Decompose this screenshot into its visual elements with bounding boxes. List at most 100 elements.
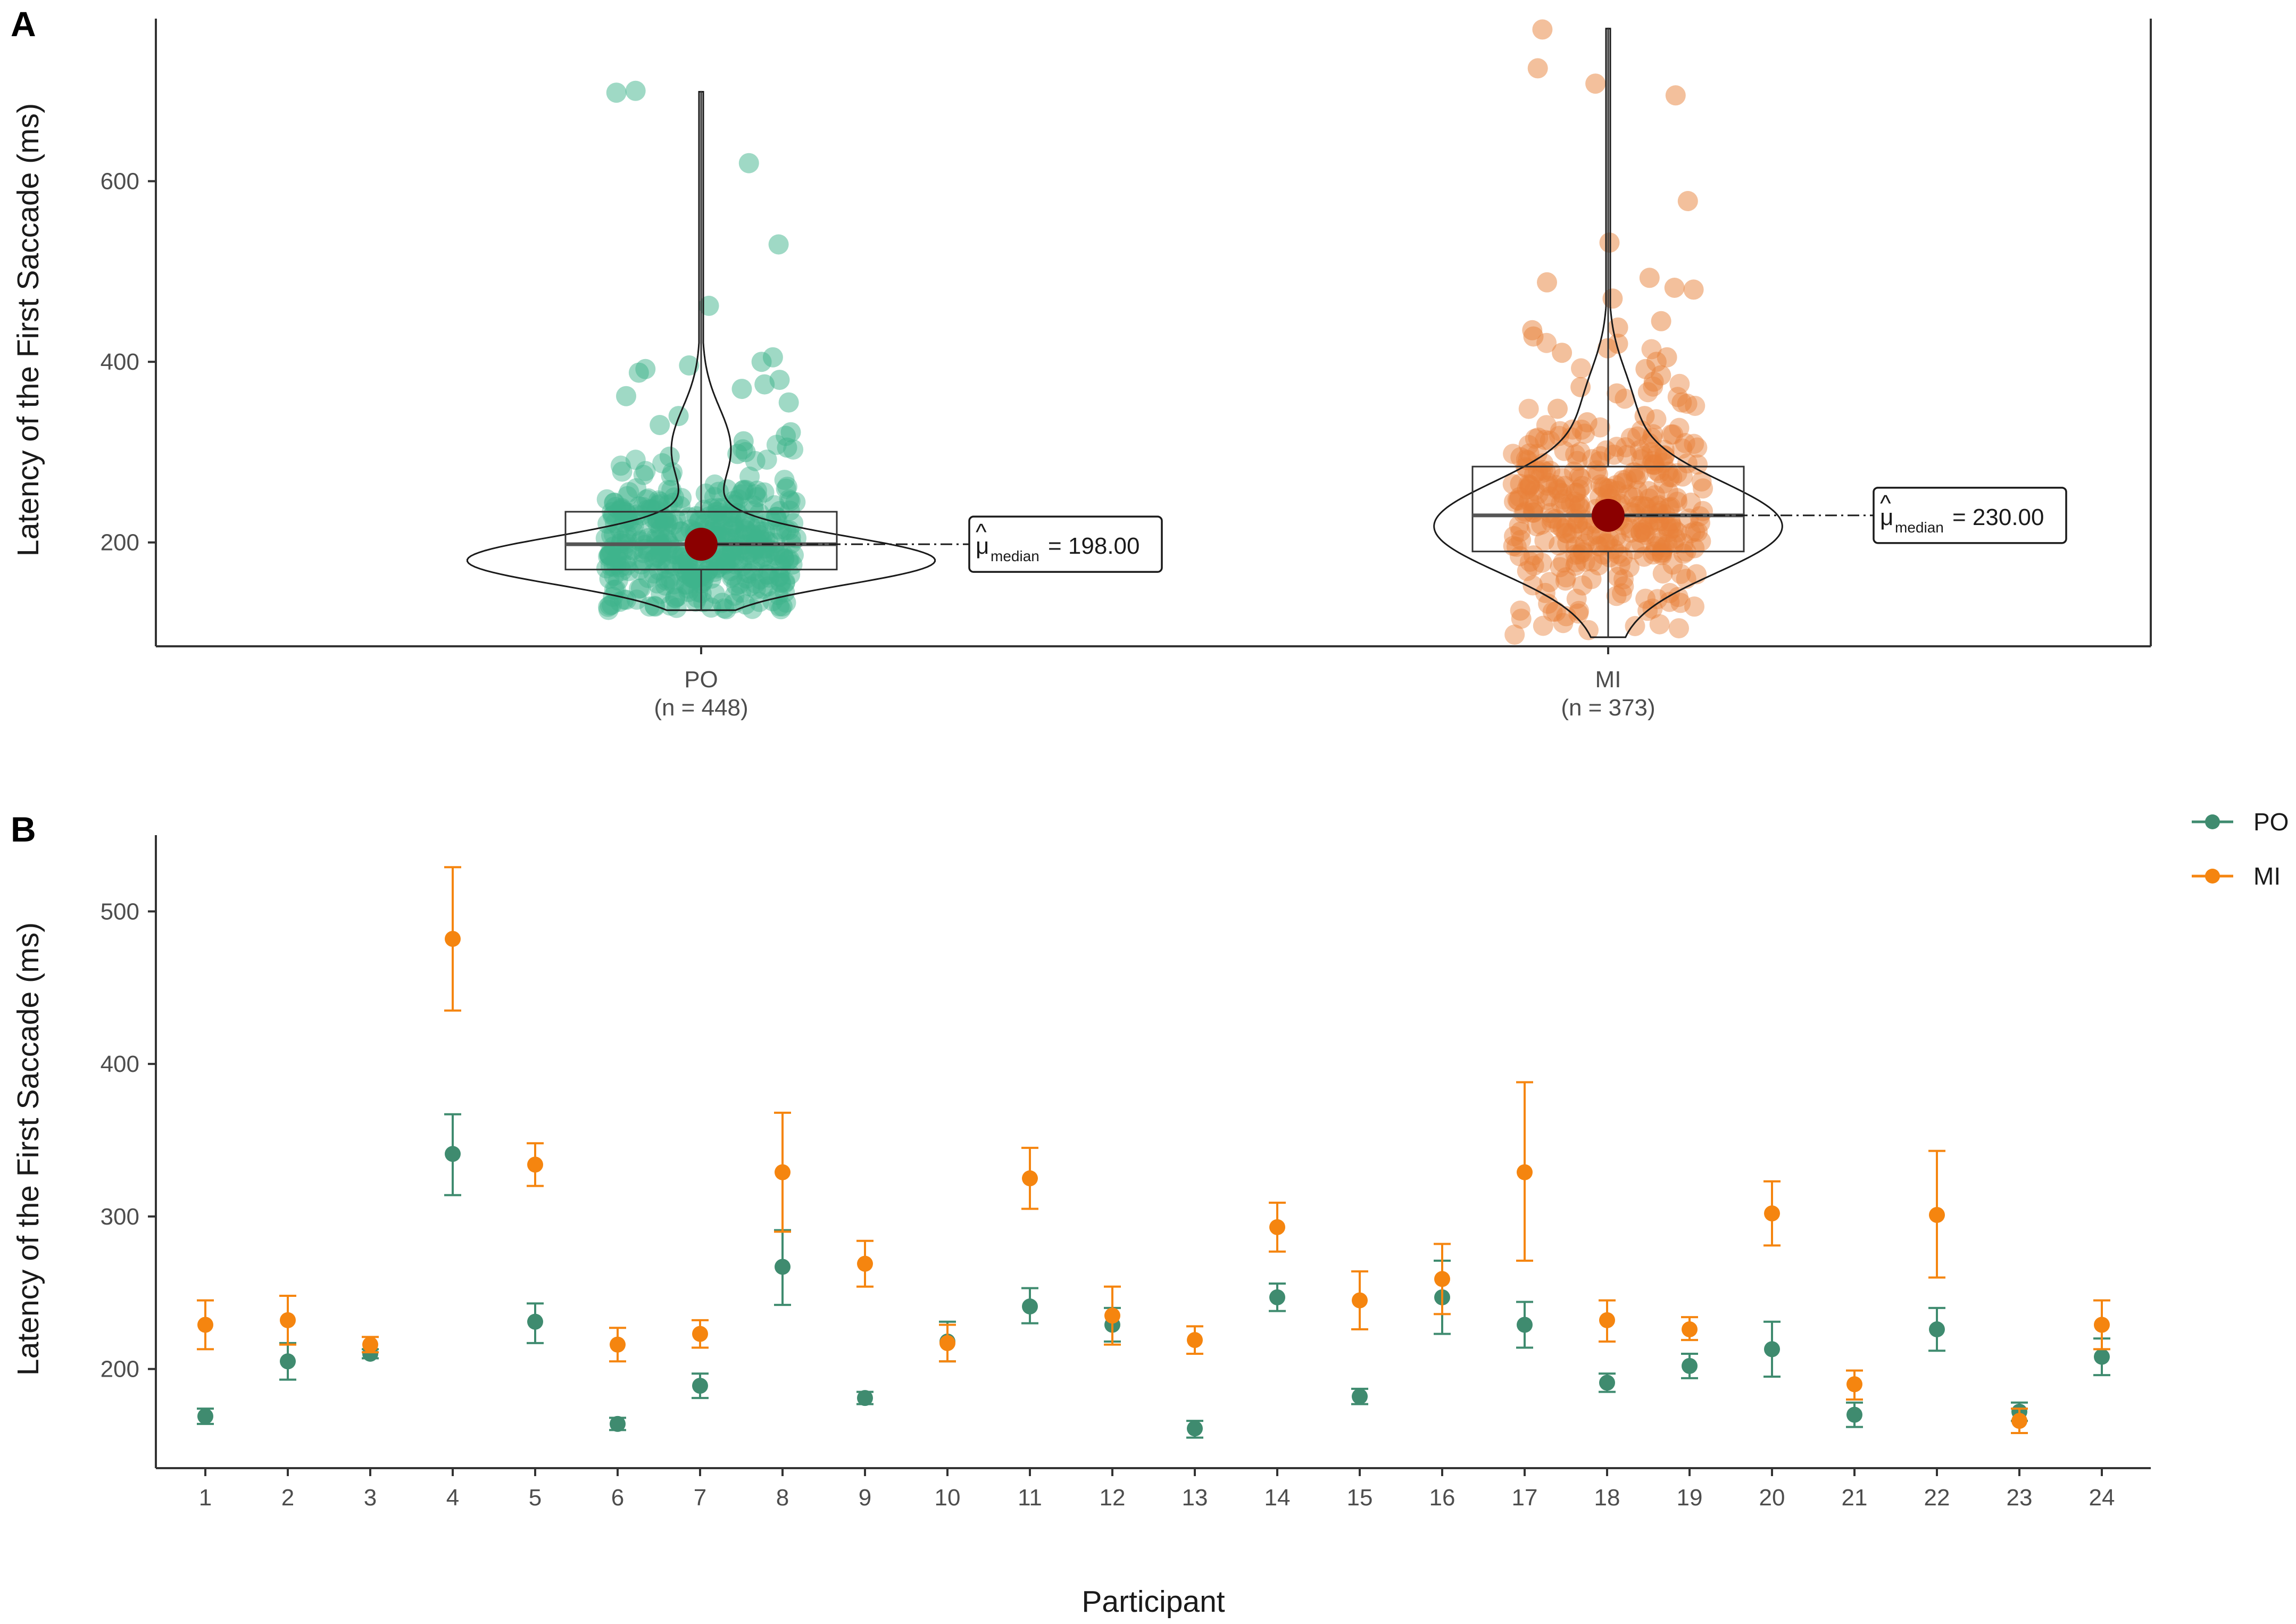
jitter-point-mi: [1598, 478, 1619, 499]
jitter-point-mi: [1631, 533, 1652, 554]
jitter-point-po: [658, 512, 678, 533]
jitter-point-mi: [1556, 517, 1577, 537]
jitter-point-mi: [1555, 567, 1576, 588]
jitter-point-po: [783, 513, 804, 534]
jitter-point-po: [750, 569, 771, 590]
jitter-point-mi: [1569, 479, 1590, 500]
jitter-point-mi: [1625, 469, 1646, 489]
jitter-point-mi: [1690, 513, 1710, 533]
jitter-point-po: [734, 479, 754, 500]
jitter-point-mi: [1524, 464, 1544, 485]
jitter-point-po: [767, 510, 788, 531]
jitter-point-mi: [1620, 428, 1641, 448]
jitter-point-mi: [1649, 495, 1669, 515]
jitter-point-mi: [1595, 533, 1616, 554]
jitter-outlier-po: [628, 362, 649, 383]
jitter-point-po: [734, 511, 755, 532]
jitter-point-mi: [1647, 444, 1668, 465]
jitter-point-po: [728, 552, 748, 572]
violin-mi: [1433, 28, 1783, 638]
jitter-point-po: [626, 504, 647, 525]
jitter-point-mi: [1519, 476, 1540, 497]
jitter-point-mi: [1504, 526, 1524, 546]
jitter-point-mi: [1608, 567, 1628, 587]
panel-b-series-layer: [197, 866, 2110, 1439]
jitter-point-po: [716, 553, 736, 574]
jitter-point-po: [603, 556, 624, 577]
jitter-point-po: [597, 513, 618, 534]
jitter-outlier-po: [659, 446, 680, 467]
jitter-point-po: [656, 558, 677, 579]
jitter-point-po: [611, 552, 632, 572]
jitter-point-mi: [1612, 470, 1633, 490]
jitter-outlier-po: [616, 386, 636, 406]
jitter-point-po: [613, 589, 634, 610]
jitter-point-mi: [1569, 544, 1590, 565]
x-tick-n-label-po: (n = 448): [654, 695, 748, 721]
jitter-point-mi: [1568, 513, 1588, 534]
point-mi: [527, 1156, 543, 1173]
point-mi: [692, 1326, 708, 1342]
jitter-point-po: [678, 578, 698, 599]
jitter-point-mi: [1599, 528, 1619, 549]
jitter-point-mi: [1659, 467, 1680, 487]
jitter-point-po: [771, 558, 792, 579]
jitter-point-mi: [1509, 515, 1529, 536]
jitter-point-mi: [1646, 496, 1667, 517]
jitter-point-po: [727, 522, 748, 543]
jitter-point-po: [656, 509, 677, 529]
jitter-point-mi: [1635, 524, 1656, 545]
jitter-point-mi: [1672, 438, 1693, 459]
jitter-point-mi: [1510, 447, 1531, 468]
point-po: [1682, 1358, 1698, 1374]
jitter-point-mi: [1526, 516, 1547, 537]
point-mi: [362, 1336, 378, 1353]
jitter-point-mi: [1691, 531, 1711, 552]
jitter-point-mi: [1598, 484, 1618, 504]
jitter-point-po: [731, 582, 751, 603]
jitter-point-po: [598, 599, 619, 620]
jitter-point-mi: [1687, 454, 1708, 475]
jitter-outlier-mi: [1532, 19, 1553, 40]
jitter-point-po: [612, 561, 633, 581]
jitter-point-po: [616, 555, 637, 576]
jitter-point-po: [723, 517, 744, 538]
jitter-point-mi: [1569, 467, 1590, 487]
legend-marker-mi: [2205, 869, 2220, 884]
jitter-point-mi: [1593, 477, 1613, 497]
jitter-point-mi: [1510, 601, 1530, 621]
jitter-point-mi: [1619, 518, 1640, 538]
jitter-point-mi: [1549, 426, 1569, 446]
jitter-point-po: [712, 497, 733, 518]
jitter-point-po: [638, 542, 659, 562]
x-tick-label-participant: 18: [1594, 1485, 1620, 1511]
jitter-point-mi: [1684, 596, 1704, 617]
jitter-point-po: [598, 546, 619, 567]
x-tick-label-participant: 14: [1265, 1485, 1291, 1511]
jitter-point-mi: [1621, 522, 1642, 543]
jitter-point-po: [680, 562, 701, 582]
jitter-point-mi: [1619, 557, 1640, 578]
point-mi: [445, 930, 461, 947]
jitter-point-mi: [1561, 427, 1582, 448]
jitter-outlier-mi: [1677, 191, 1698, 211]
jitter-point-mi: [1657, 534, 1678, 555]
jitter-point-mi: [1575, 534, 1595, 554]
jitter-point-mi: [1518, 474, 1539, 495]
jitter-point-mi: [1518, 450, 1538, 471]
jitter-point-mi: [1551, 493, 1571, 514]
jitter-point-mi: [1540, 503, 1561, 523]
jitter-point-mi: [1519, 490, 1540, 511]
jitter-point-po: [610, 592, 630, 612]
jitter-point-mi: [1511, 530, 1532, 550]
point-po: [1187, 1420, 1203, 1437]
jitter-point-mi: [1520, 475, 1541, 496]
jitter-point-mi: [1594, 478, 1615, 498]
jitter-point-mi: [1580, 526, 1601, 546]
jitter-point-po: [642, 513, 663, 534]
jitter-point-po: [775, 573, 795, 594]
jitter-point-mi: [1561, 494, 1582, 514]
panel-a-y-ticks: 200 400 600: [101, 169, 156, 556]
jitter-point-mi: [1626, 496, 1647, 517]
jitter-point-po: [780, 490, 801, 511]
